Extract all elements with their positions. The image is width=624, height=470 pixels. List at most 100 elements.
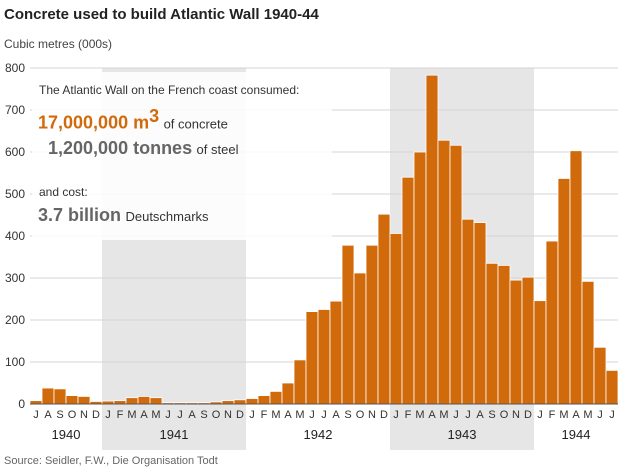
month-label: J [33, 409, 39, 421]
concrete-line: 17,000,000 m3 of concrete [38, 106, 228, 133]
y-tick-label: 0 [18, 397, 25, 411]
month-label: J [393, 409, 399, 421]
month-label: O [68, 409, 77, 421]
bar [149, 397, 163, 405]
year-label-1943: 1943 [448, 427, 477, 442]
bar [485, 262, 499, 405]
month-label: A [140, 409, 148, 421]
steel-line: 1,200,000 tonnes of steel [48, 138, 238, 159]
cost-amount: 3.7 billion [38, 205, 122, 225]
month-label: A [572, 409, 580, 421]
month-label: D [92, 409, 100, 421]
month-label: F [261, 409, 268, 421]
source-note: Source: Seidler, F.W., Die Organisation … [4, 455, 218, 467]
month-label: A [476, 409, 484, 421]
info-intro: The Atlantic Wall on the French coast co… [39, 83, 300, 97]
month-label: J [309, 409, 315, 421]
y-tick-label: 200 [5, 313, 25, 327]
bar [41, 387, 55, 405]
chart-title: Concrete used to build Atlantic Wall 194… [4, 6, 319, 23]
bar [593, 346, 607, 405]
month-label: S [488, 409, 495, 421]
bar [365, 244, 379, 405]
month-label: M [127, 409, 136, 421]
month-label: D [524, 409, 532, 421]
year-label-1940: 1940 [52, 427, 81, 442]
bar [77, 396, 91, 405]
month-label: N [368, 409, 376, 421]
month-label: A [188, 409, 196, 421]
concrete-suffix: of concrete [163, 116, 228, 132]
year-label-1941: 1941 [160, 427, 189, 442]
year-label-1942: 1942 [304, 427, 333, 442]
bar [353, 272, 367, 405]
bar [377, 213, 391, 405]
bar [497, 264, 511, 405]
month-label: S [344, 409, 351, 421]
y-tick-label: 700 [5, 103, 25, 117]
month-label: M [151, 409, 160, 421]
bar [221, 400, 235, 405]
month-label: F [117, 409, 124, 421]
bar [581, 280, 595, 405]
bar [329, 300, 343, 405]
year-label-1944: 1944 [562, 427, 591, 442]
month-label: M [583, 409, 592, 421]
month-label: J [177, 409, 183, 421]
y-tick-label: 500 [5, 187, 25, 201]
bar [257, 395, 271, 405]
month-label: J [165, 409, 171, 421]
cost-intro: and cost: [39, 185, 88, 199]
bar [473, 222, 487, 405]
month-label: O [212, 409, 221, 421]
month-label: A [332, 409, 340, 421]
year-labels: 1940 1941 1942 1943 1944 [52, 427, 591, 442]
concrete-amount: 17,000,000 m [38, 112, 150, 133]
month-label: J [609, 409, 615, 421]
month-label: S [200, 409, 207, 421]
bar [317, 309, 331, 405]
month-label: J [537, 409, 543, 421]
y-tick-label: 100 [5, 355, 25, 369]
bar [269, 390, 283, 405]
bar [605, 369, 619, 405]
month-label: O [500, 409, 509, 421]
bar [437, 139, 451, 405]
steel-suffix: of steel [196, 142, 239, 157]
month-label: N [512, 409, 520, 421]
bar [137, 396, 151, 405]
bar [389, 233, 403, 405]
month-label: J [105, 409, 111, 421]
bar [509, 279, 523, 405]
bar [413, 151, 427, 405]
bars [29, 74, 619, 405]
bar [401, 176, 415, 405]
bar [233, 399, 247, 405]
concrete-superscript: 3 [149, 106, 160, 126]
month-label: A [428, 409, 436, 421]
bar [245, 398, 259, 405]
month-label: M [439, 409, 448, 421]
month-label: A [44, 409, 52, 421]
month-label: J [321, 409, 327, 421]
y-ticks: 0 100 200 300 400 500 600 700 800 [5, 61, 25, 411]
y-tick-label: 800 [5, 61, 25, 75]
month-label: N [80, 409, 88, 421]
month-label: M [559, 409, 568, 421]
y-tick-label: 600 [5, 145, 25, 159]
bar [305, 311, 319, 405]
bar [521, 276, 535, 405]
month-label: F [549, 409, 556, 421]
y-tick-label: 400 [5, 229, 25, 243]
month-label: F [405, 409, 412, 421]
month-label: J [465, 409, 471, 421]
month-label: J [249, 409, 255, 421]
month-label: J [597, 409, 603, 421]
bar [533, 300, 547, 405]
cost-suffix: Deutschmarks [125, 209, 209, 224]
month-label: M [271, 409, 280, 421]
month-label: J [453, 409, 459, 421]
bar [425, 74, 439, 405]
month-label: A [284, 409, 292, 421]
